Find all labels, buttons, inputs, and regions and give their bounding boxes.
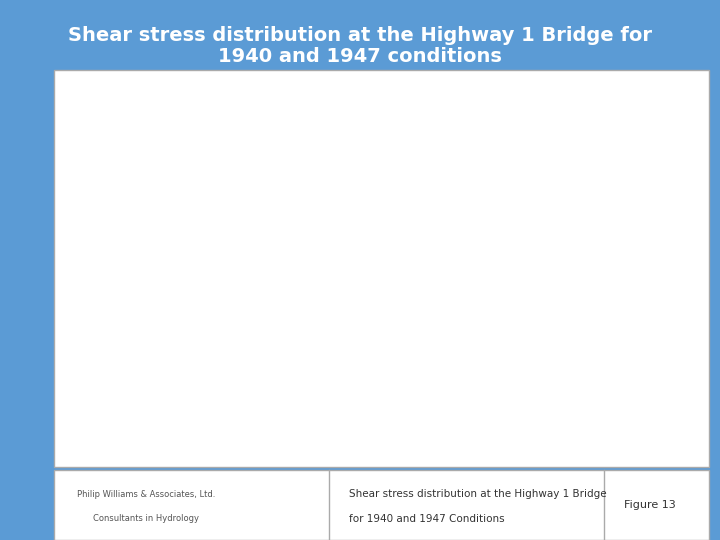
Legend: 1940, 1947: 1940, 1947: [313, 437, 486, 465]
Text: for 1940 and 1947 Conditions: for 1940 and 1947 Conditions: [349, 514, 505, 524]
Text: Consultants in Hydrology: Consultants in Hydrology: [93, 515, 199, 523]
Text: Shear stress distribution at the Highway 1 Bridge for: Shear stress distribution at the Highway…: [68, 25, 652, 45]
Y-axis label: Shear Stress (Pa): Shear Stress (Pa): [67, 183, 80, 290]
Text: 1940 and 1947 conditions: 1940 and 1947 conditions: [218, 47, 502, 66]
Text: Philip Williams & Associates, Ltd.: Philip Williams & Associates, Ltd.: [76, 490, 215, 499]
X-axis label: Percent of Time of Exceedance: Percent of Time of Exceedance: [302, 411, 497, 424]
Text: Figure 13: Figure 13: [624, 500, 676, 510]
Text: Shear stress distribution at the Highway 1 Bridge: Shear stress distribution at the Highway…: [349, 489, 606, 500]
